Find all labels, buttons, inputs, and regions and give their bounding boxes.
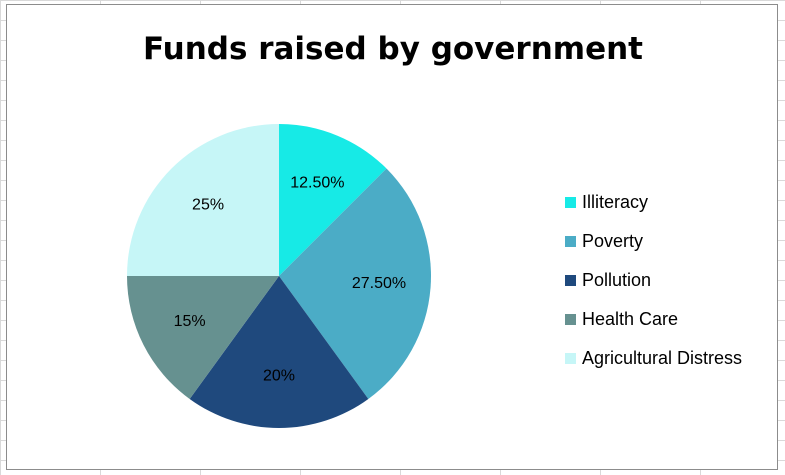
legend-label: Agricultural Distress [582, 348, 743, 368]
legend-swatch [565, 275, 576, 286]
legend-label: Health Care [582, 309, 679, 329]
pie-slice-poverty[interactable] [279, 168, 431, 399]
legend-item-agricultural-distress[interactable]: Agricultural Distress [565, 339, 742, 378]
data-label-health-care: 15% [174, 313, 206, 330]
legend-item-health-care[interactable]: Health Care [565, 300, 742, 339]
pie-slice-agricultural-distress[interactable] [127, 124, 279, 276]
legend-label: Poverty [582, 231, 644, 251]
data-label-poverty: 27.50% [352, 275, 406, 292]
legend-label: Illiteracy [582, 192, 649, 212]
data-label-agricultural-distress: 25% [192, 196, 224, 213]
legend-item-illiteracy[interactable]: Illiteracy [565, 183, 742, 222]
pie-chart: 12.50% 27.50% 20% 15% 25% [127, 124, 431, 429]
legend-swatch [565, 236, 576, 247]
legend-item-pollution[interactable]: Pollution [565, 261, 742, 300]
legend-label: Pollution [582, 270, 652, 290]
chart-area[interactable]: Funds raised by government 12.50% 27.50% 2… [6, 4, 778, 470]
legend-swatch [565, 197, 576, 208]
chart-title: Funds raised by government [143, 31, 643, 67]
data-label-pollution: 20% [263, 368, 295, 385]
chart-legend: Illiteracy Poverty Pollution Health Care Agr… [565, 183, 742, 378]
data-label-illiteracy: 12.50% [290, 175, 344, 192]
legend-swatch [565, 314, 576, 325]
pie-slice-pollution[interactable] [189, 276, 369, 429]
legend-swatch [565, 353, 576, 364]
pie-slice-illiteracy[interactable] [279, 124, 387, 276]
pie-slice-health-care[interactable] [127, 276, 279, 399]
legend-item-poverty[interactable]: Poverty [565, 222, 742, 261]
